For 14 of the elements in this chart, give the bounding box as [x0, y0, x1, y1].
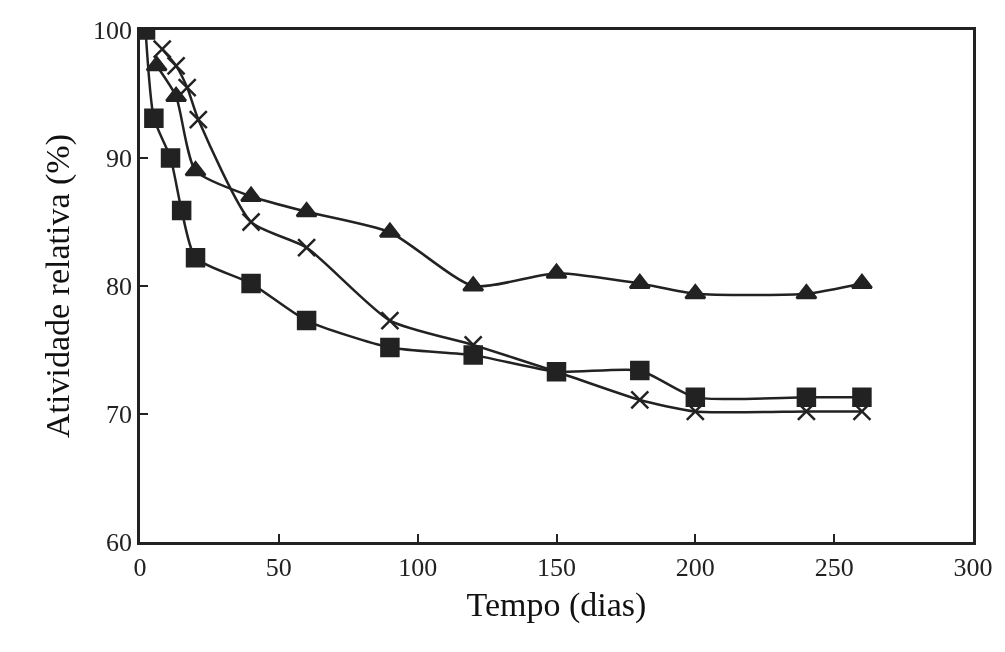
y-tick-label: 80 [106, 272, 133, 302]
y-tick-label: 60 [106, 528, 133, 558]
x-tick-label: 250 [814, 552, 854, 582]
y-tick-label: 100 [93, 16, 133, 46]
y-tick-label: 70 [106, 400, 133, 430]
x-tick-label: 150 [537, 552, 576, 582]
x-tick-label: 100 [398, 552, 438, 582]
x-tick-label: 200 [675, 552, 715, 582]
x-tick-label: 0 [133, 552, 147, 582]
y-tick-label: 90 [106, 144, 133, 174]
y-axis-title: Atividade relativa (%) [38, 134, 77, 438]
x-tick-label: 50 [265, 552, 292, 582]
x-tick-label: 300 [953, 552, 993, 582]
x-axis-title: Tempo (dias) [466, 586, 647, 625]
